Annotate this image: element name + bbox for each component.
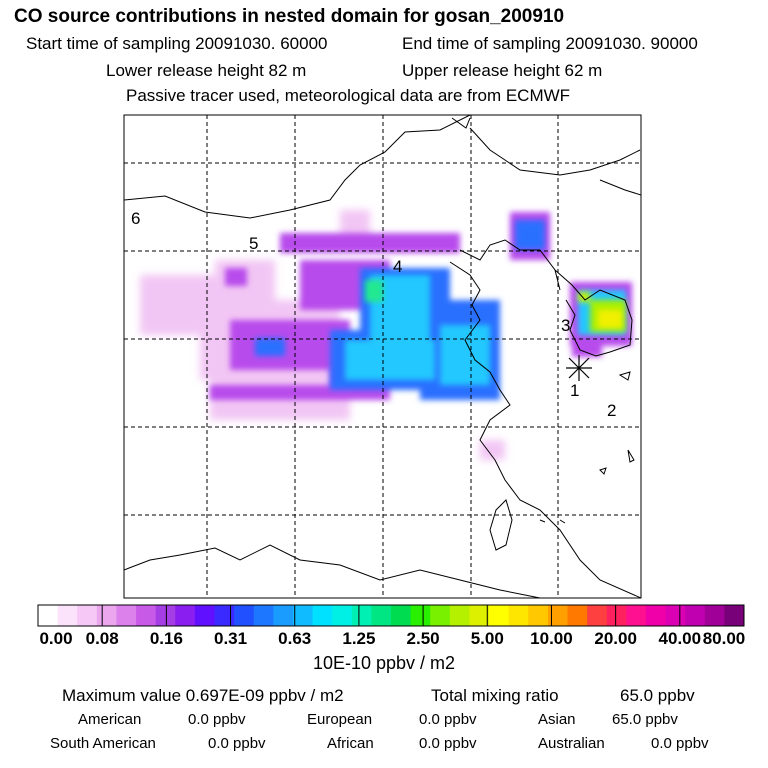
colorbar-swatch: [626, 605, 647, 626]
colorbar-swatch: [724, 605, 745, 626]
colorbar-swatch: [665, 605, 686, 626]
colorbar-swatch: [155, 605, 176, 626]
colorbar-swatch: [38, 605, 59, 626]
colorbar-swatch: [430, 605, 451, 626]
region-label-2: 2: [607, 401, 616, 420]
colorbar-tick-label: 0.16: [150, 629, 183, 648]
colorbar-swatch: [273, 605, 294, 626]
asian-label: Asian: [538, 711, 576, 728]
african-label: African: [327, 735, 374, 752]
colorbar-swatch: [175, 605, 196, 626]
colorbar-tick-label: 80.00: [703, 629, 746, 648]
colorbar-swatch: [96, 605, 117, 626]
colorbar-tick-label: 20.00: [594, 629, 637, 648]
colorbar-swatch: [116, 605, 137, 626]
colorbar-swatch: [292, 605, 313, 626]
european-label: European: [307, 711, 373, 728]
colorbar-unit: 10E-10 ppbv / m2: [312, 653, 456, 673]
american-value: 0.0 ppbv: [188, 711, 246, 728]
colorbar-swatch: [469, 605, 490, 626]
colorbar-swatch: [685, 605, 706, 626]
south-american-value: 0.0 ppbv: [208, 735, 266, 752]
colorbar-swatch: [391, 605, 412, 626]
region-label-5: 5: [249, 234, 258, 253]
coastlines: [124, 115, 641, 598]
colorbar-swatch: [606, 605, 627, 626]
colorbar-swatch: [449, 605, 470, 626]
colorbar-tick-label: 40.00: [659, 629, 702, 648]
grid-lines: [124, 115, 641, 598]
colorbar-tick-label: 0.63: [278, 629, 311, 648]
start-time: Start time of sampling 20091030. 60000: [26, 34, 328, 53]
european-value: 0.0 ppbv: [419, 711, 477, 728]
plume-green: [365, 280, 626, 332]
colorbar-tick-label: 1.25: [342, 629, 375, 648]
colorbar-tick-label: 0.00: [39, 629, 72, 648]
lower-height: Lower release height 82 m: [106, 61, 307, 80]
colorbar-swatch: [234, 605, 255, 626]
colorbar-tick-label: 10.00: [530, 629, 573, 648]
colorbar-tick-label: 2.50: [407, 629, 440, 648]
map-frame: [123, 114, 642, 599]
colorbar-swatch: [587, 605, 608, 626]
colorbar-swatch: [77, 605, 98, 626]
colorbar-swatch: [371, 605, 392, 626]
asian-value: 65.0 ppbv: [612, 711, 678, 728]
colorbar-swatch: [567, 605, 588, 626]
end-time: End time of sampling 20091030. 90000: [402, 34, 698, 53]
colorbar-swatch: [312, 605, 333, 626]
colorbar-tick-label: 5.00: [471, 629, 504, 648]
total-mixing-label: Total mixing ratio: [431, 686, 559, 705]
tracer-info: Passive tracer used, meteorological data…: [126, 86, 571, 105]
colorbar-swatch: [194, 605, 215, 626]
colorbar-swatch: [528, 605, 549, 626]
colorbar-swatch: [410, 605, 431, 626]
region-label-4: 4: [393, 257, 402, 276]
colorbar-swatch: [489, 605, 510, 626]
colorbar-swatch: [508, 605, 529, 626]
chart-title: CO source contributions in nested domain…: [14, 6, 565, 27]
upper-height: Upper release height 62 m: [402, 61, 603, 80]
colorbar-swatch: [136, 605, 157, 626]
australian-value: 0.0 ppbv: [651, 735, 709, 752]
colorbar-swatch: [57, 605, 78, 626]
colorbar-swatch: [214, 605, 235, 626]
australian-label: Australian: [538, 735, 605, 752]
max-value: Maximum value 0.697E-09 ppbv / m2: [62, 686, 344, 705]
colorbar-tick-label: 0.08: [86, 629, 119, 648]
african-value: 0.0 ppbv: [419, 735, 477, 752]
south-american-label: South American: [50, 735, 156, 752]
receptor-star-icon: [566, 355, 592, 381]
region-label-6: 6: [131, 209, 140, 228]
total-mixing-value: 65.0 ppbv: [620, 686, 695, 705]
colorbar-swatch: [332, 605, 353, 626]
american-label: American: [78, 711, 142, 728]
colorbar-swatch: [351, 605, 372, 626]
colorbar-swatch: [253, 605, 274, 626]
colorbar-swatch: [547, 605, 568, 626]
colorbar-swatch: [704, 605, 725, 626]
region-label-3: 3: [561, 316, 570, 335]
region-label-1: 1: [570, 381, 579, 400]
colorbar-swatch: [645, 605, 666, 626]
colorbar-tick-label: 0.31: [214, 629, 247, 648]
